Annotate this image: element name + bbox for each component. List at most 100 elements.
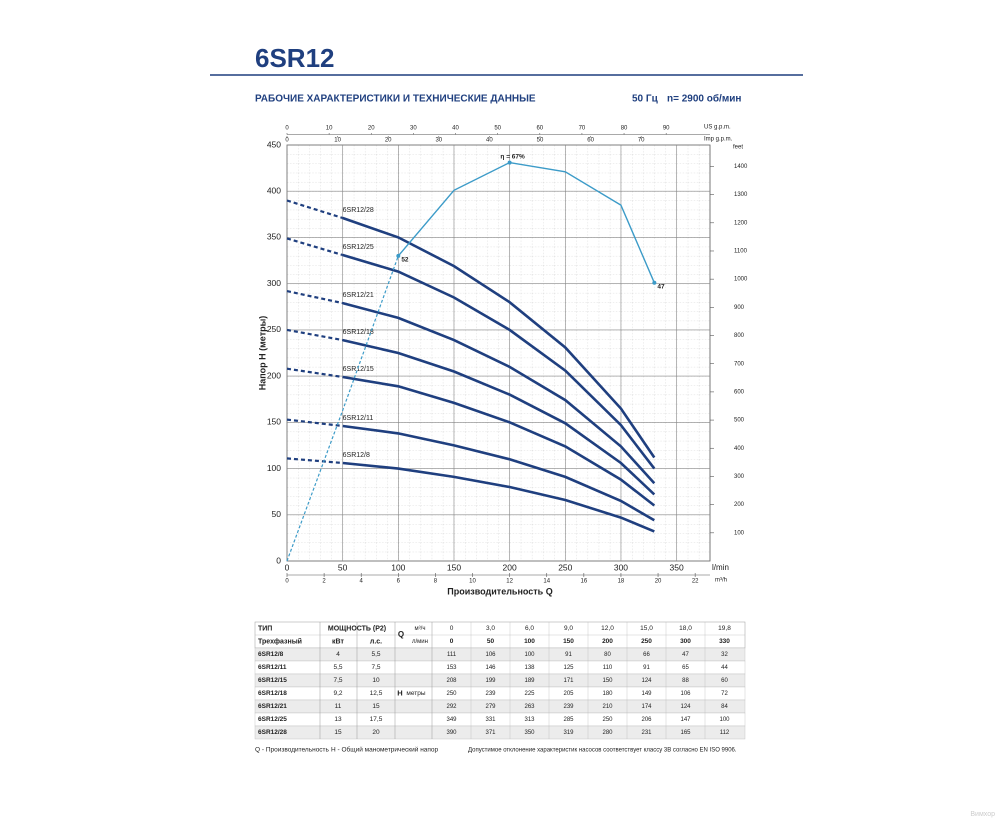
table-q: 150 [563,638,574,645]
top-tick-label: 0 [285,138,289,144]
efficiency-label: 47 [657,283,665,290]
y2-tick-label: 400 [734,446,745,452]
curve [342,253,656,470]
table-q: 12,0 [601,625,614,632]
x2-tick-label: 22 [692,579,699,585]
table-type: 6SR12/11 [258,664,287,671]
y2-tick-label: 1200 [734,220,748,226]
table-h: 292 [446,704,457,710]
table-h: 279 [485,704,496,710]
curve [342,301,656,485]
top-unit-1: US g.p.m. [704,125,731,131]
title: 6SR12 [255,43,335,73]
table-h: 208 [446,678,457,684]
table-q: 100 [524,638,535,645]
footer-q: Q - Производительность [255,747,330,754]
x2-tick-label: 16 [580,579,587,585]
table-kw: 13 [334,716,342,723]
curve-dashed [286,199,344,220]
table-q: 3,0 [486,625,495,632]
x2-tick-label: 2 [322,579,326,585]
efficiency-dashed [286,255,399,562]
curve [342,424,655,522]
table-type: 6SR12/18 [258,690,287,697]
top-tick-label: 70 [638,138,645,144]
table-h: 331 [485,717,496,723]
table-row [254,686,746,701]
table-h: 91 [565,652,572,658]
y-tick-label: 250 [267,324,281,334]
x2-tick-label: 8 [434,579,438,585]
x-tick-label: 150 [447,562,461,572]
table-row [254,725,746,740]
table-row [254,699,746,714]
subtitle: РАБОЧИЕ ХАРАКТЕРИСТИКИ И ТЕХНИЧЕСКИЕ ДАН… [255,94,536,105]
x2-tick-label: 14 [543,579,550,585]
y-tick-label: 300 [267,278,281,288]
table-h: 138 [524,665,535,671]
table-h: 150 [602,678,613,684]
y-tick-label: 0 [276,555,281,565]
table-h: 199 [485,678,496,684]
table-h: 60 [721,678,728,684]
table-h: 153 [446,665,457,671]
watermark: Вимхор [970,811,995,818]
table-h: 111 [447,652,457,658]
table-head: H [397,688,402,697]
x2-tick-label: 6 [397,579,401,585]
top-tick-label: 10 [326,126,333,132]
curve-dashed [286,328,343,342]
table-h: 124 [680,704,691,710]
table-q: 0 [450,625,454,632]
top-tick-label: 0 [285,126,289,132]
table-h: 390 [446,730,457,736]
table-h: 100 [719,717,730,723]
x2-tick-label: 18 [618,579,625,585]
top-tick-label: 60 [536,126,543,132]
table-h: 250 [602,717,613,723]
table-h: 206 [641,717,652,723]
top-tick-label: 20 [385,138,392,144]
table-kw: 9,2 [333,690,342,697]
curve-dashed [286,290,343,305]
curve-dashed [286,237,344,257]
table-h: 44 [721,665,728,671]
table-q: 0 [450,638,454,645]
table-q: 18,0 [679,625,692,632]
speed: n= 2900 об/мин [667,93,741,105]
efficiency-point [396,253,401,258]
top-tick-label: 20 [368,126,375,132]
table-hp: 12,5 [370,690,383,697]
y2-tick-label: 1000 [734,277,748,283]
y-tick-label: 350 [267,232,281,242]
table-head: МОЩНОСТЬ (P2) [328,625,386,632]
table-kw: 11 [335,703,342,710]
table-type: 6SR12/25 [258,716,287,723]
table-h: 149 [641,691,652,697]
x-tick-label: 350 [670,562,684,572]
x2-unit: m³/h [715,578,727,584]
y2-tick-label: 200 [734,502,745,508]
table-h: 210 [602,704,613,710]
y2-tick-label: 600 [734,389,745,395]
y2-tick-label: 500 [734,418,745,424]
table-type: 6SR12/28 [258,729,287,736]
footer-h: H - Общий манометрический напор [331,746,439,754]
table-type: 6SR12/21 [258,703,287,710]
table-h: 32 [721,652,728,658]
table-q: 250 [641,638,652,645]
table-kw: 7,5 [333,677,342,684]
y2-tick-label: 900 [734,305,745,311]
table-h: 174 [641,704,652,710]
y-tick-label: 400 [267,185,281,195]
table-q: 9,0 [564,625,573,632]
top-tick-label: 60 [587,138,594,144]
y-axis-label: Напор H (метры) [257,316,267,391]
curve-label: 6SR12/11 [343,415,374,422]
table-h: 147 [680,717,691,723]
efficiency-label: 52 [401,257,409,264]
table-h: 349 [446,717,457,723]
x2-tick-label: 10 [469,579,476,585]
table-q: 19,8 [718,625,731,632]
